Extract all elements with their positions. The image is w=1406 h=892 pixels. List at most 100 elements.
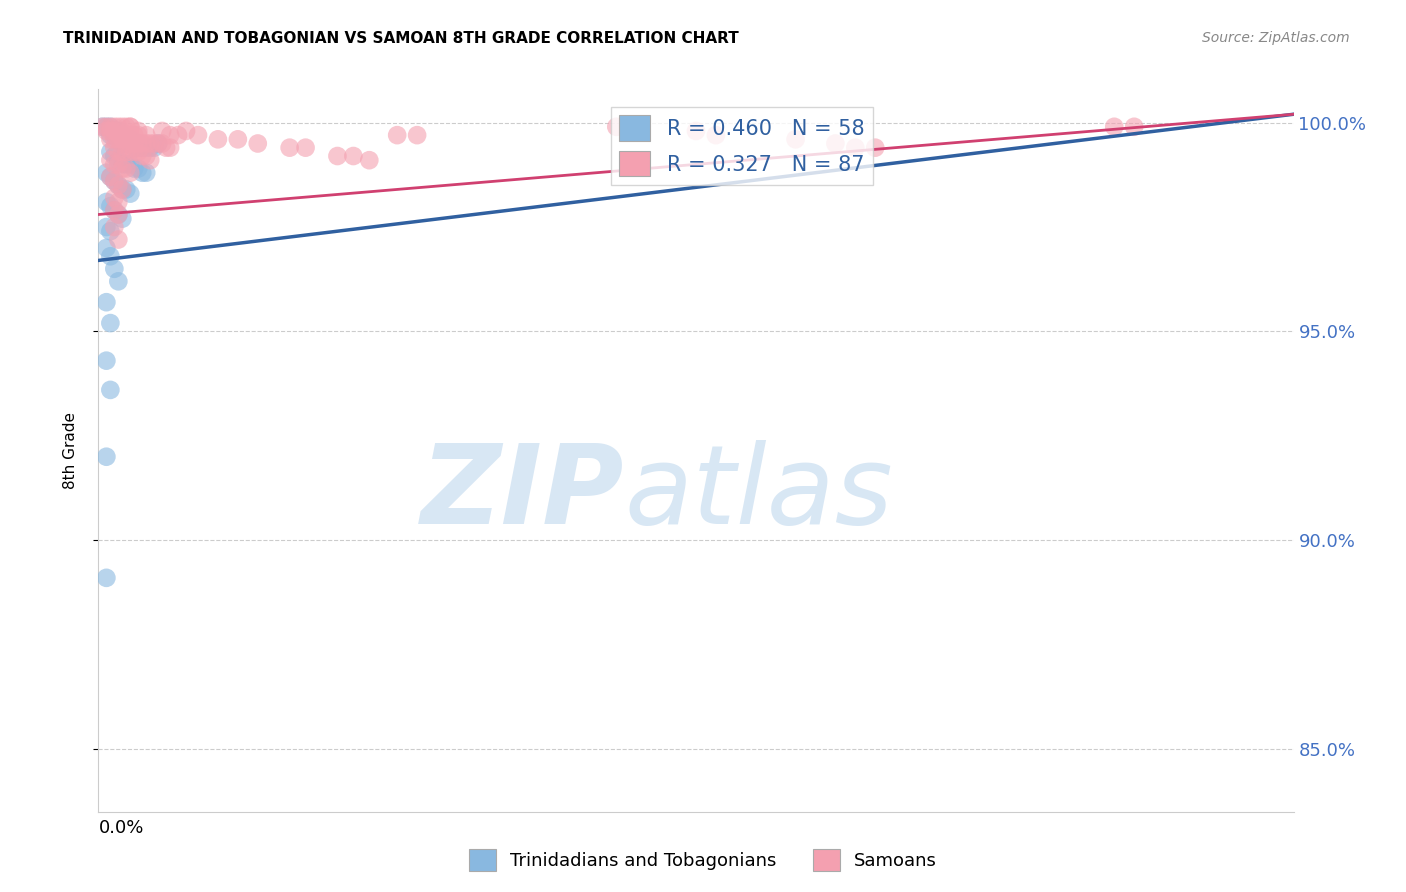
Point	[685, 124, 707, 138]
Point	[103, 220, 125, 235]
Point	[1104, 120, 1126, 134]
Text: TRINIDADIAN AND TOBAGONIAN VS SAMOAN 8TH GRADE CORRELATION CHART: TRINIDADIAN AND TOBAGONIAN VS SAMOAN 8TH…	[63, 31, 740, 46]
Point	[103, 124, 125, 138]
Point	[98, 249, 122, 263]
Point	[135, 141, 157, 155]
Point	[103, 120, 125, 134]
Point	[120, 186, 142, 201]
Point	[294, 141, 316, 155]
Point	[107, 145, 129, 159]
Point	[246, 136, 269, 151]
Point	[98, 132, 122, 146]
Point	[111, 120, 134, 134]
Point	[103, 149, 125, 163]
Point	[385, 128, 409, 143]
Point	[120, 120, 142, 134]
Point	[103, 261, 125, 276]
Point	[98, 383, 122, 397]
Point	[111, 145, 134, 159]
Point	[207, 132, 229, 146]
Point	[96, 124, 118, 138]
Point	[103, 124, 125, 138]
Point	[120, 136, 142, 151]
Point	[107, 178, 129, 193]
Point	[111, 182, 134, 196]
Point	[111, 157, 134, 171]
Point	[111, 132, 134, 146]
Point	[143, 141, 166, 155]
Point	[785, 132, 807, 146]
Point	[139, 141, 162, 155]
Point	[103, 128, 125, 143]
Point	[115, 182, 138, 196]
Point	[115, 132, 138, 146]
Point	[342, 149, 364, 163]
Point	[139, 153, 162, 168]
Text: atlas: atlas	[624, 441, 893, 548]
Point	[98, 124, 122, 138]
Point	[155, 141, 177, 155]
Point	[96, 571, 118, 585]
Point	[127, 145, 149, 159]
Point	[98, 169, 122, 184]
Point	[103, 174, 125, 188]
Point	[91, 120, 114, 134]
Point	[115, 132, 138, 146]
Point	[124, 136, 146, 151]
Point	[107, 233, 129, 247]
Point	[135, 149, 157, 163]
Point	[127, 136, 149, 151]
Point	[159, 141, 181, 155]
Point	[96, 194, 118, 209]
Point	[127, 141, 149, 155]
Point	[96, 353, 118, 368]
Point	[131, 136, 153, 151]
Point	[111, 136, 134, 151]
Point	[115, 128, 138, 143]
Point	[107, 120, 129, 134]
Text: 0.0%: 0.0%	[98, 819, 143, 837]
Point	[103, 132, 125, 146]
Point	[111, 211, 134, 226]
Point	[120, 145, 142, 159]
Point	[326, 149, 349, 163]
Point	[103, 141, 125, 155]
Legend: R = 0.460   N = 58, R = 0.327   N = 87: R = 0.460 N = 58, R = 0.327 N = 87	[610, 107, 873, 185]
Point	[98, 316, 122, 330]
Point	[96, 241, 118, 255]
Point	[626, 124, 648, 138]
Point	[187, 128, 209, 143]
Point	[127, 161, 149, 176]
Point	[115, 145, 138, 159]
Point	[96, 295, 118, 310]
Y-axis label: 8th Grade: 8th Grade	[63, 412, 77, 489]
Point	[824, 136, 846, 151]
Point	[135, 128, 157, 143]
Point	[131, 166, 153, 180]
Point	[98, 128, 122, 143]
Point	[135, 166, 157, 180]
Point	[148, 136, 170, 151]
Point	[120, 128, 142, 143]
Point	[91, 120, 114, 134]
Point	[96, 220, 118, 235]
Point	[107, 124, 129, 138]
Point	[120, 166, 142, 180]
Point	[98, 199, 122, 213]
Point	[605, 120, 627, 134]
Point	[107, 274, 129, 288]
Point	[107, 128, 129, 143]
Point	[111, 128, 134, 143]
Point	[96, 166, 118, 180]
Point	[96, 120, 118, 134]
Point	[124, 136, 146, 151]
Point	[103, 191, 125, 205]
Point	[107, 207, 129, 221]
Point	[96, 120, 118, 134]
Point	[131, 149, 153, 163]
Point	[98, 153, 122, 168]
Point	[111, 132, 134, 146]
Text: Source: ZipAtlas.com: Source: ZipAtlas.com	[1202, 31, 1350, 45]
Point	[115, 136, 138, 151]
Point	[124, 161, 146, 176]
